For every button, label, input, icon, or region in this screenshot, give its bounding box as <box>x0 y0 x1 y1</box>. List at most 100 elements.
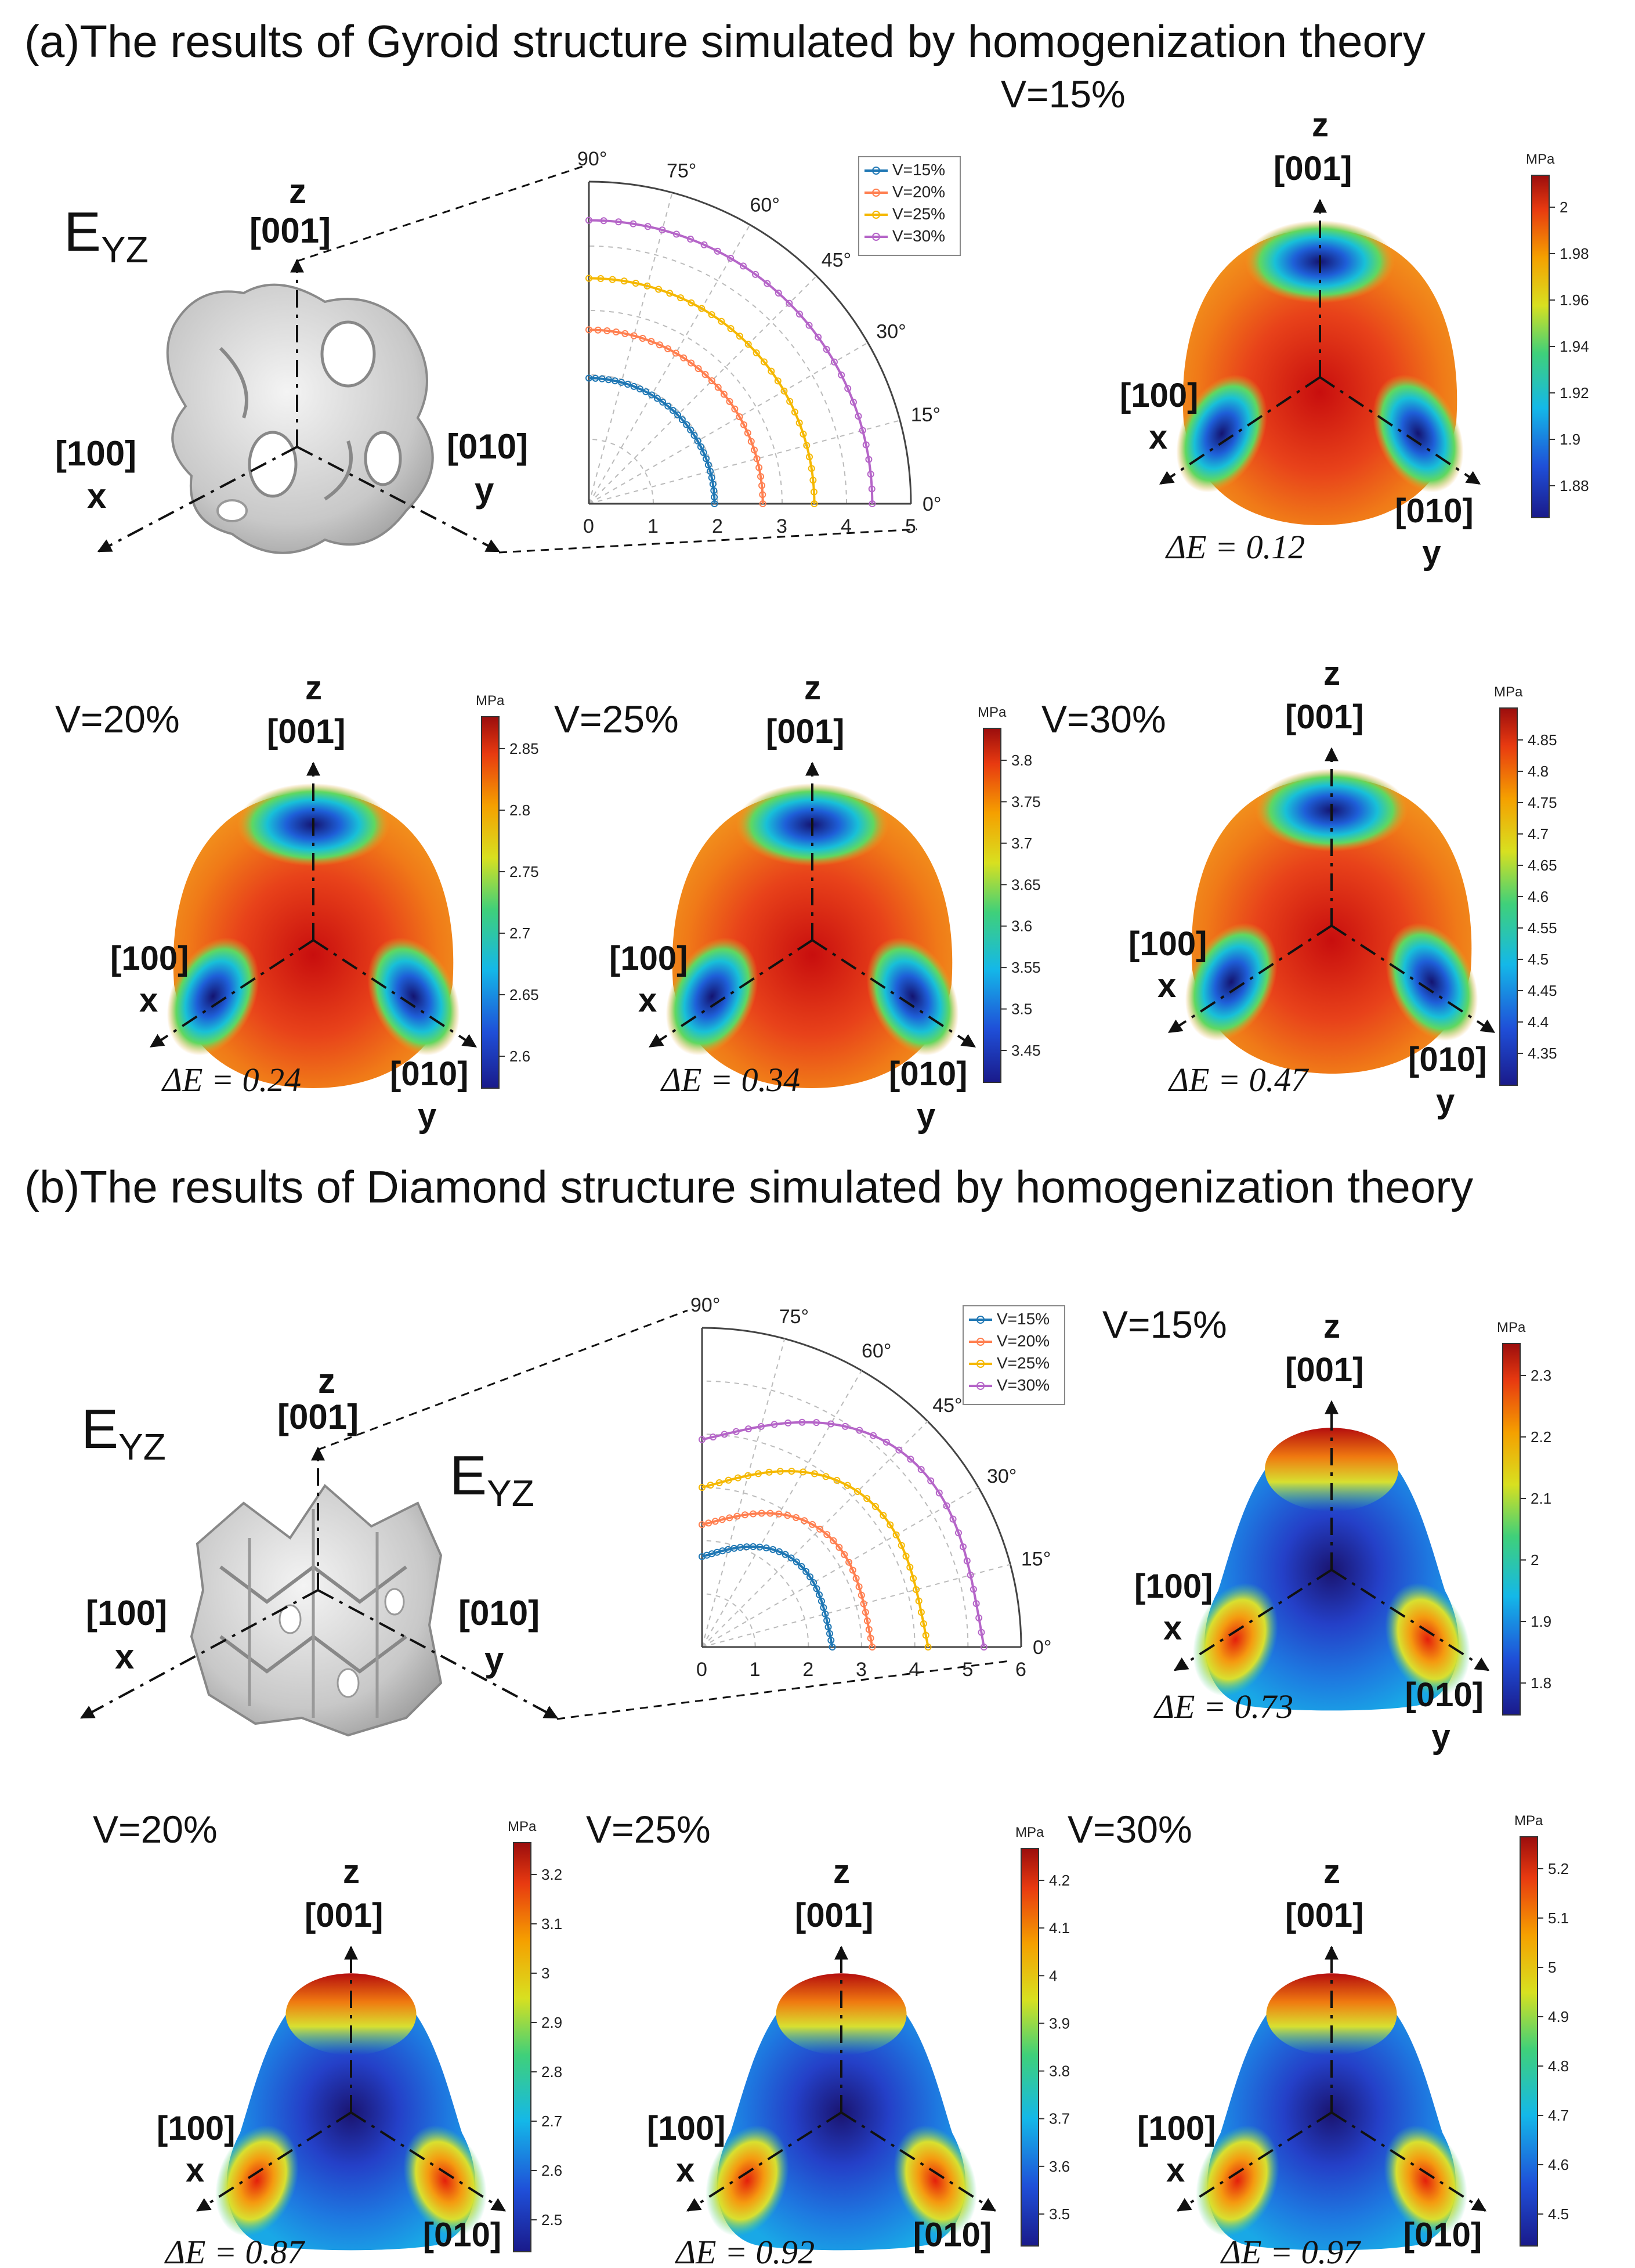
polar-series-point <box>824 1623 832 1631</box>
polar-series-point <box>775 290 782 297</box>
surface-high-region <box>1265 1428 1398 1512</box>
polar-angle-label: 0° <box>923 493 942 515</box>
polar-series-point <box>766 1509 774 1517</box>
surface-axes <box>1159 198 1481 485</box>
axis-x-label: x <box>1163 1609 1182 1647</box>
polar-series-point <box>970 1586 977 1593</box>
legend-entry: V=25% <box>892 205 945 223</box>
polar-series-point <box>718 1516 726 1523</box>
polar-legend: V=15% V=20% V=25% V=30% <box>858 156 961 256</box>
surface-high-region <box>1266 1973 1397 2056</box>
axis-x-label: x <box>676 2151 694 2189</box>
polar-grid-line <box>701 1421 928 1648</box>
polar-series-point <box>859 427 866 434</box>
polar-grid-line <box>588 420 900 504</box>
polar-grid-circle <box>701 1380 969 1648</box>
polar-series-point <box>755 464 763 471</box>
surface-panel-b20: z [001] [100] x [010] y V=20% ΔE = 0.87 MPa 3.2 3.… <box>93 1808 562 2268</box>
surface-axes <box>1167 747 1496 1034</box>
polar-series-point <box>687 426 694 434</box>
polar-series-point <box>954 1529 962 1537</box>
polar-series-point <box>750 1543 757 1551</box>
polar-series-point <box>672 349 679 357</box>
surface-axes <box>686 1945 997 2212</box>
axis-x-index: [100] <box>647 2110 725 2147</box>
elastic-modulus-surfaces: z[001][100]x[010]yV=15%ΔE = 0.12MPa21.98… <box>55 73 1589 2268</box>
legend-entry: V=20% <box>892 183 945 201</box>
polar-series-point <box>863 1495 871 1503</box>
polar-series-point <box>816 1591 823 1599</box>
polar-series-point <box>922 1631 929 1639</box>
axis-y-index: [010] <box>913 2216 992 2253</box>
colorbar-tick-label: 4.55 <box>1528 919 1557 937</box>
polar-radial-tick: 4 <box>841 515 852 537</box>
polar-series-line <box>701 1512 874 1648</box>
polar-series-point <box>669 407 677 414</box>
polar-series-point <box>917 1609 925 1616</box>
polar-series-point <box>823 345 830 353</box>
polar-series-point <box>721 1431 728 1438</box>
axis-x-index: [100] <box>86 1594 167 1633</box>
polar-series-point <box>632 279 639 287</box>
polar-series-point <box>585 326 592 334</box>
delta-e-label: ΔE = 0.97 <box>1220 2233 1361 2268</box>
axis-x-index: [100] <box>1137 2110 1216 2147</box>
polar-series-point <box>698 305 706 312</box>
polar-series-point <box>697 443 704 450</box>
polar-series-point <box>760 358 768 366</box>
colorbar-tick-label: 4 <box>1049 1967 1057 1984</box>
volume-fraction-label: V=15% <box>1102 1303 1227 1346</box>
eyz-label-b2: EYZ <box>450 1444 534 1514</box>
colorbar-tick-label: 2 <box>1531 1551 1539 1569</box>
colorbar-tick-label: 4.1 <box>1049 1919 1070 1937</box>
colorbar-tick-label: 3.6 <box>1049 2158 1070 2175</box>
colorbar-tick-label: 4.65 <box>1528 857 1557 874</box>
polar-series-point <box>688 299 695 306</box>
polar-series-point <box>822 1473 830 1480</box>
polar-angle-label: 30° <box>987 1465 1017 1487</box>
polar-series-point <box>892 1531 900 1539</box>
polar-angle-label: 0° <box>1033 1637 1052 1659</box>
polar-series-point <box>852 1574 860 1582</box>
polar-series-point <box>975 1614 983 1621</box>
polar-series-point <box>782 1551 789 1558</box>
polar-grid-circle <box>588 439 654 504</box>
polar-series-point <box>703 1551 711 1559</box>
surface-panel-a30: z [001] [100] x [010] y V=30% ΔE = 0.47 MPa 4.85 4… <box>1041 655 1557 1120</box>
polar-series-point <box>612 328 620 335</box>
colorbar-unit: MPa <box>978 705 1007 720</box>
polar-series-point <box>659 226 666 234</box>
polar-series-point <box>648 338 655 345</box>
polar-series-point <box>603 327 611 334</box>
polar-series-point <box>752 270 759 278</box>
colorbar-tick-label: 2.65 <box>509 986 539 1003</box>
volume-fraction-label: V=25% <box>554 698 679 741</box>
colorbar-tick-label: 2.3 <box>1531 1367 1551 1384</box>
polar-series-point <box>816 1525 824 1533</box>
polar-series-point <box>726 398 733 405</box>
polar-series-point <box>869 1644 876 1651</box>
polar-series-point <box>643 282 651 290</box>
axis-x-label: x <box>87 476 106 515</box>
colorbar-tick-label: 4.7 <box>1528 825 1549 843</box>
polar-series-point <box>609 276 616 283</box>
polar-series-point <box>898 1541 905 1549</box>
surface-axes <box>196 1945 507 2212</box>
colorbar-tick-label: 5.1 <box>1548 1909 1569 1927</box>
surface-high-region <box>706 2125 789 2237</box>
polar-grid-circle <box>588 374 718 504</box>
axis-z-index: [001] <box>267 713 345 750</box>
polar-series-point <box>809 476 817 484</box>
axis-y-label: y <box>475 471 494 510</box>
polar-series-point <box>943 1502 950 1509</box>
polar-grid-circle <box>701 1433 916 1648</box>
polar-series-line <box>588 328 764 504</box>
polar-radial-tick: 2 <box>712 515 723 537</box>
legend-entry: V=30% <box>997 1376 1050 1394</box>
surface-low-region <box>1176 374 1268 493</box>
polar-series-point <box>718 317 725 325</box>
polar-series-point <box>747 438 755 445</box>
axis-y-index: [010] <box>447 427 528 466</box>
axis-y-line <box>840 2111 997 2212</box>
polar-series-point <box>913 1586 920 1594</box>
